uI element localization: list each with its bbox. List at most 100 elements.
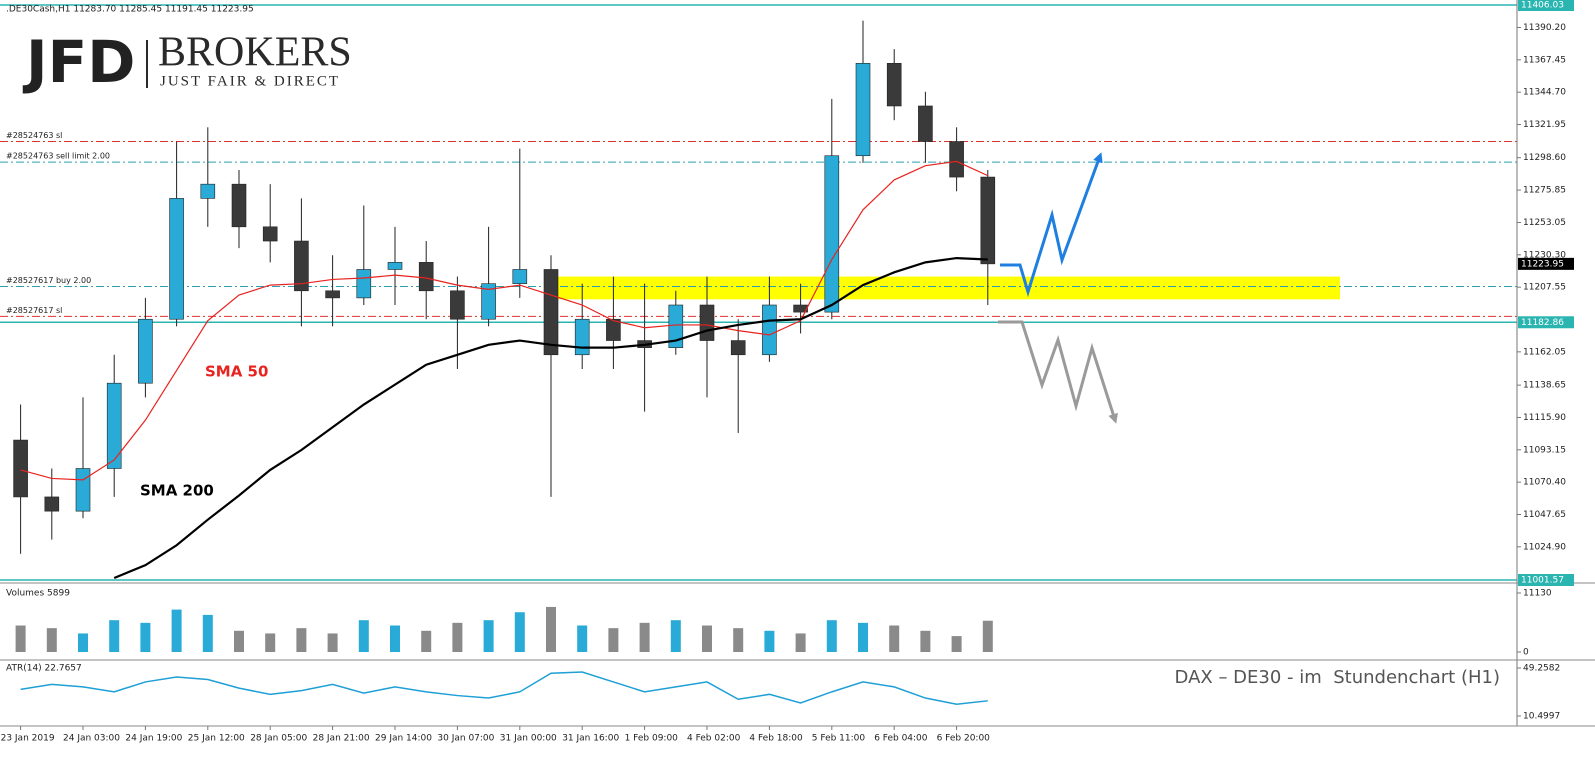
candle-body <box>699 304 715 341</box>
candle-body <box>824 155 840 313</box>
volume-bar <box>390 625 400 652</box>
x-tick-label: 1 Feb 09:00 <box>625 734 679 744</box>
y-tick-label: 11298.60 <box>1523 153 1566 163</box>
volume-bar <box>171 609 182 652</box>
volume-bar <box>140 622 151 652</box>
candle-body <box>138 318 153 384</box>
support-zone <box>553 276 1340 300</box>
order-label: #28524763 sell limit 2.00 <box>6 152 110 161</box>
candle-body <box>730 340 746 356</box>
volume-bar <box>733 628 744 652</box>
candle-body <box>387 262 403 270</box>
volume-bar <box>764 630 775 652</box>
candle-body <box>169 198 184 320</box>
volume-bar <box>109 620 120 652</box>
background-layer: 11390.20 11367.45 11344.70 11321.95 11298.60… <box>0 4 1566 581</box>
candle-body <box>356 269 372 299</box>
x-tick-label: 4 Feb 18:00 <box>749 734 803 744</box>
scenario-arrow-up <box>1000 152 1103 298</box>
volume-bar <box>327 633 338 652</box>
candle-body <box>793 304 808 313</box>
order-label: #28524763 sl <box>6 131 62 140</box>
y-tick-label: 11390.20 <box>1523 23 1566 33</box>
x-tick-label: 31 Jan 00:00 <box>500 734 557 744</box>
y-tick-label: 11367.45 <box>1523 55 1566 65</box>
candle-body <box>855 63 871 157</box>
current-price-label: 11223.95 <box>1521 259 1564 269</box>
sma-label: SMA 200 <box>140 482 214 500</box>
level-label: 11001.57 <box>1521 576 1564 586</box>
level-box <box>1518 574 1574 586</box>
volume-bar <box>421 630 432 652</box>
x-tick-label: 25 Jan 12:00 <box>188 734 245 744</box>
y-tick-label: 11344.70 <box>1523 88 1566 98</box>
volume-bar <box>46 628 57 652</box>
y-tick-label: 11115.90 <box>1523 413 1566 423</box>
volume-bar <box>15 625 26 652</box>
y-tick-label: 11207.55 <box>1523 283 1566 293</box>
x-tick-label: 28 Jan 21:00 <box>313 734 370 744</box>
volume-bar <box>826 620 837 652</box>
x-tick-label: 24 Jan 19:00 <box>125 734 182 744</box>
logo-brand: JFD <box>22 28 135 96</box>
candle-body <box>450 290 465 320</box>
candle-body <box>574 318 590 356</box>
volume-bar <box>702 625 712 652</box>
x-tick-label: 29 Jan 14:00 <box>375 734 432 744</box>
y-tick-label: 11275.85 <box>1523 186 1566 196</box>
x-tick-label: 4 Feb 02:00 <box>687 734 741 744</box>
atr-tick-label: 10.4997 <box>1523 712 1560 722</box>
candle-body <box>512 269 528 284</box>
candle-body <box>325 290 340 299</box>
y-tick-label: 11162.05 <box>1523 347 1566 357</box>
x-tick-label: 30 Jan 07:00 <box>437 734 494 744</box>
volume-bar <box>358 620 369 652</box>
y-tick-label: 11070.40 <box>1523 478 1566 488</box>
y-tick-label: 11253.05 <box>1523 218 1566 228</box>
candle-body <box>762 304 777 356</box>
y-tick-label: 11047.65 <box>1523 510 1566 520</box>
candle-body <box>606 318 621 341</box>
moving-average-line <box>113 256 988 579</box>
current-price-box <box>1518 257 1574 270</box>
header: .DE30Cash,H1 11283.70 11285.45 11191.45 … <box>6 5 254 15</box>
scenario-arrow-down <box>998 320 1118 424</box>
chart-annotation: DAX – DE30 - im Stundenchart (H1) <box>1175 667 1500 688</box>
candle-body <box>949 141 964 178</box>
candle-body <box>106 382 122 469</box>
x-tick-label: 6 Feb 04:00 <box>874 734 928 744</box>
moving-average-line <box>20 160 989 481</box>
candle-body <box>200 183 216 199</box>
candle-body <box>418 262 434 292</box>
candle-body <box>543 269 559 356</box>
volume-bar <box>889 625 900 652</box>
candle-body <box>13 439 28 498</box>
volume-title: Volumes 5899 <box>6 589 70 599</box>
candle-body <box>918 105 933 142</box>
volume-bar <box>670 620 681 652</box>
y-tick-label: 11138.65 <box>1523 381 1566 391</box>
x-tick-label: 24 Jan 03:00 <box>63 734 120 744</box>
x-tick-label: 6 Feb 20:00 <box>937 734 991 744</box>
volume-bar <box>78 633 88 652</box>
candle-body <box>481 283 496 320</box>
level-box <box>1518 0 1574 11</box>
volume-bar <box>452 622 463 652</box>
candle-body <box>294 240 309 292</box>
logo-name: BROKERS <box>158 30 352 76</box>
volume-bar <box>265 633 276 652</box>
volume-tick-label: 11130 <box>1523 589 1552 599</box>
order-label: #28527617 sl <box>6 306 62 315</box>
candle-body <box>886 63 902 107</box>
volume-bar <box>608 628 619 652</box>
volume-bar <box>982 620 993 652</box>
atr-tick-label: 49.2582 <box>1523 664 1560 674</box>
volume-bar <box>234 630 244 652</box>
y-tick-label: 11321.95 <box>1523 120 1566 130</box>
volume-bar <box>639 622 650 652</box>
level-label: 11406.03 <box>1521 1 1564 11</box>
foreground-layer: 11406.03 11182.86 11001.57 SMA 50 SMA 200 112… <box>1 0 1574 744</box>
y-tick-label: 11024.90 <box>1523 542 1566 552</box>
candle-body <box>75 468 91 512</box>
